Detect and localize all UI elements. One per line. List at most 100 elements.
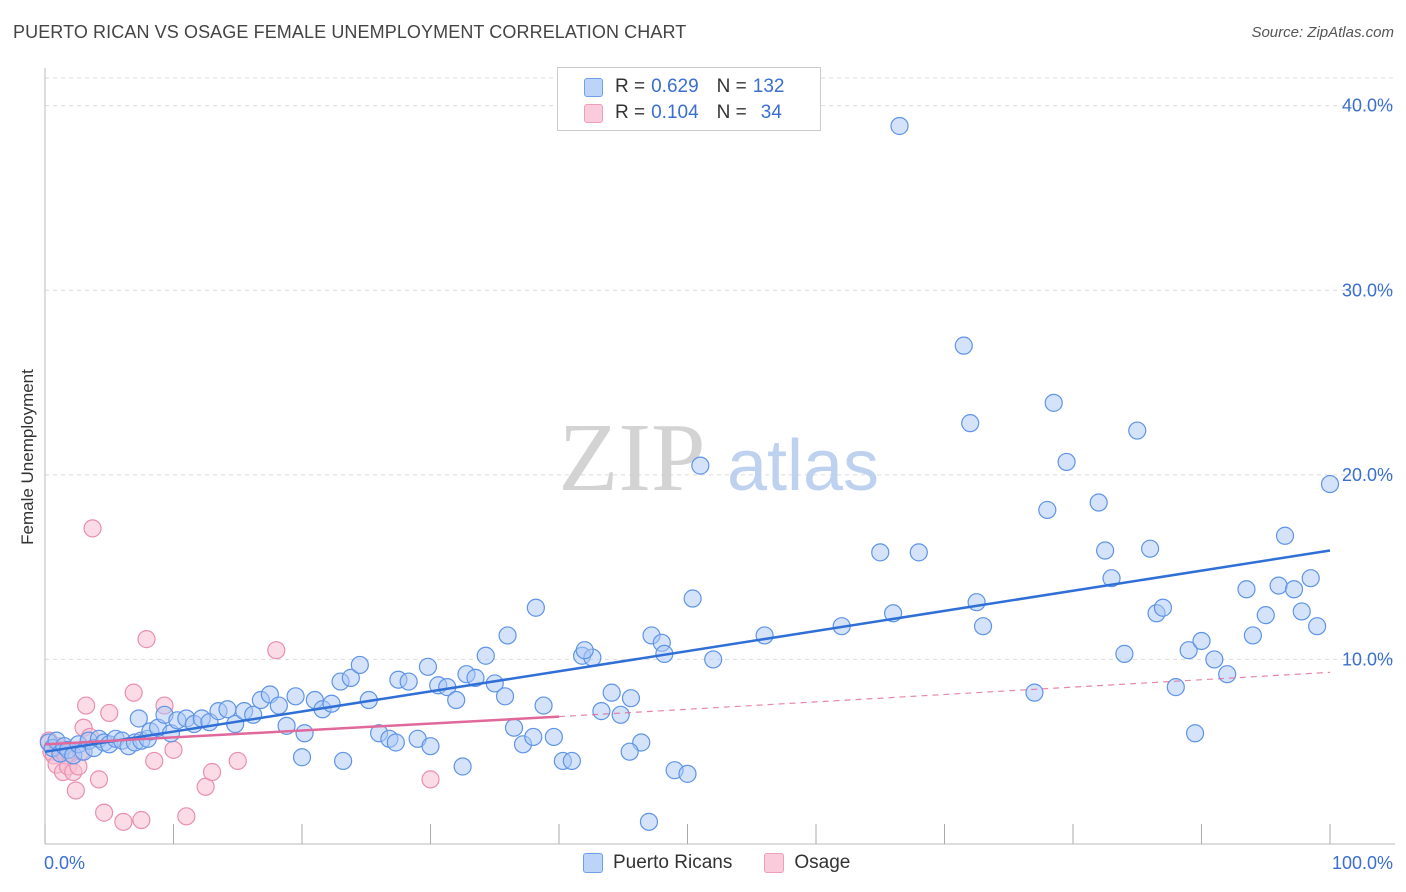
puerto-rican-point (1128, 421, 1147, 440)
series-swatch-blue (583, 853, 603, 873)
puerto-rican-point (418, 657, 438, 676)
x-tick-label-max: 100.0% (1332, 853, 1393, 873)
legend-row-osage: R = 0.104 N = 34 (584, 101, 782, 125)
y-tick-label: 10.0% (1342, 649, 1393, 669)
osage-point (66, 781, 85, 800)
puerto-rican-point (1205, 650, 1224, 669)
osage-point (124, 683, 143, 702)
puerto-rican-point (334, 751, 353, 771)
puerto-rican-point (871, 543, 890, 562)
osage-point (145, 751, 164, 771)
series-legend-puerto-ricans[interactable]: Puerto Ricans (583, 852, 732, 874)
puerto-rican-point (447, 690, 466, 710)
puerto-rican-point (1185, 724, 1205, 743)
osage-point (177, 807, 196, 826)
watermark-atlas: atlas (727, 426, 879, 506)
series-legend-osage[interactable]: Osage (764, 852, 850, 874)
puerto-rican-point (476, 646, 495, 665)
puerto-rican-point (341, 668, 360, 687)
puerto-rican-point (1237, 580, 1256, 599)
puerto-rican-point (691, 456, 710, 475)
puerto-rican-point (498, 626, 517, 645)
puerto-rican-point (495, 687, 515, 706)
osage-point (114, 812, 133, 831)
osage-point (267, 641, 286, 660)
puerto-rican-point (611, 705, 630, 724)
puerto-rican-point (620, 742, 639, 761)
puerto-rican-point (562, 751, 581, 771)
puerto-rican-point (755, 626, 774, 645)
osage-point (202, 762, 222, 782)
puerto-rican-point (621, 689, 641, 708)
osage-trendline (44, 715, 560, 746)
puerto-rican-point (1179, 641, 1198, 660)
series-legend: Puerto Ricans Osage (583, 852, 882, 874)
puerto-rican-point (575, 641, 594, 660)
puerto-rican-point (1243, 626, 1263, 645)
puerto-rican-point (909, 543, 928, 562)
puerto-rican-point (544, 727, 563, 747)
puerto-rican-point (683, 589, 702, 608)
puerto-rican-point (269, 696, 288, 715)
puerto-rican-point (466, 668, 485, 687)
osage-point (132, 810, 151, 830)
puerto-rican-point (639, 812, 659, 831)
puerto-rican-point (1089, 493, 1108, 512)
puerto-rican-point (967, 593, 986, 612)
puerto-rican-point (1308, 617, 1327, 636)
osage-point (95, 803, 114, 822)
puerto-rican-point (453, 757, 472, 776)
tick-labels: 10.0% 20.0% 30.0% 40.0% 0.0% 100.0% (44, 96, 1393, 873)
legend-swatch-pink (584, 103, 603, 123)
puerto-rican-point (1057, 452, 1076, 472)
y-tick-label: 20.0% (1342, 465, 1393, 485)
puerto-rican-point (1292, 602, 1311, 621)
puerto-rican-point (1275, 526, 1295, 545)
puerto-rican-point (526, 598, 545, 617)
puerto-rican-point (1153, 598, 1173, 617)
puerto-rican-point (1115, 644, 1134, 663)
puerto-rican-point (954, 336, 973, 355)
legend-n-value: 132 (752, 76, 785, 97)
puerto-rican-point (524, 727, 543, 747)
puerto-rican-point (295, 724, 314, 743)
puerto-rican-point (399, 672, 418, 691)
osage-point (137, 630, 156, 649)
puerto-rican-point (322, 694, 341, 713)
puerto-rican-point (1166, 678, 1185, 697)
puerto-rican-point (534, 696, 553, 715)
puerto-rican-point (1218, 665, 1237, 684)
puerto-rican-point (1301, 569, 1320, 588)
legend-swatch-blue (584, 77, 603, 97)
legend-n-label: N = (716, 76, 747, 97)
correlation-legend: R = 0.629 N = 132 R = 0.104 N = 34 (557, 67, 821, 131)
puerto-rican-point (504, 718, 524, 737)
puerto-rican-point (1284, 580, 1304, 599)
series-label: Osage (794, 852, 851, 873)
osage-point (77, 696, 96, 715)
puerto-rican-point (1192, 631, 1211, 651)
puerto-rican-point (973, 617, 993, 636)
puerto-rican-point (1096, 541, 1115, 560)
legend-n-label: N = (716, 102, 747, 123)
puerto-rican-point (1102, 569, 1121, 588)
puerto-rican-point (292, 748, 312, 767)
legend-n-value: 34 (760, 102, 782, 123)
puerto-rican-point (1044, 393, 1063, 412)
osage-points (39, 519, 440, 831)
puerto-rican-trendline (44, 549, 1331, 753)
osage-point (228, 751, 247, 771)
puerto-rican-point (704, 650, 723, 669)
puerto-rican-point (602, 683, 621, 702)
osage-point (89, 770, 109, 789)
osage-point (164, 740, 183, 759)
puerto-rican-point (1025, 683, 1044, 702)
y-tick-label: 40.0% (1342, 96, 1393, 116)
legend-r-value: 0.104 (651, 102, 699, 123)
legend-r-label: R = (615, 102, 646, 123)
puerto-rican-point (1256, 606, 1275, 625)
osage-trendline-extension (558, 671, 1331, 718)
puerto-rican-point (286, 687, 305, 706)
puerto-rican-point (350, 655, 369, 675)
